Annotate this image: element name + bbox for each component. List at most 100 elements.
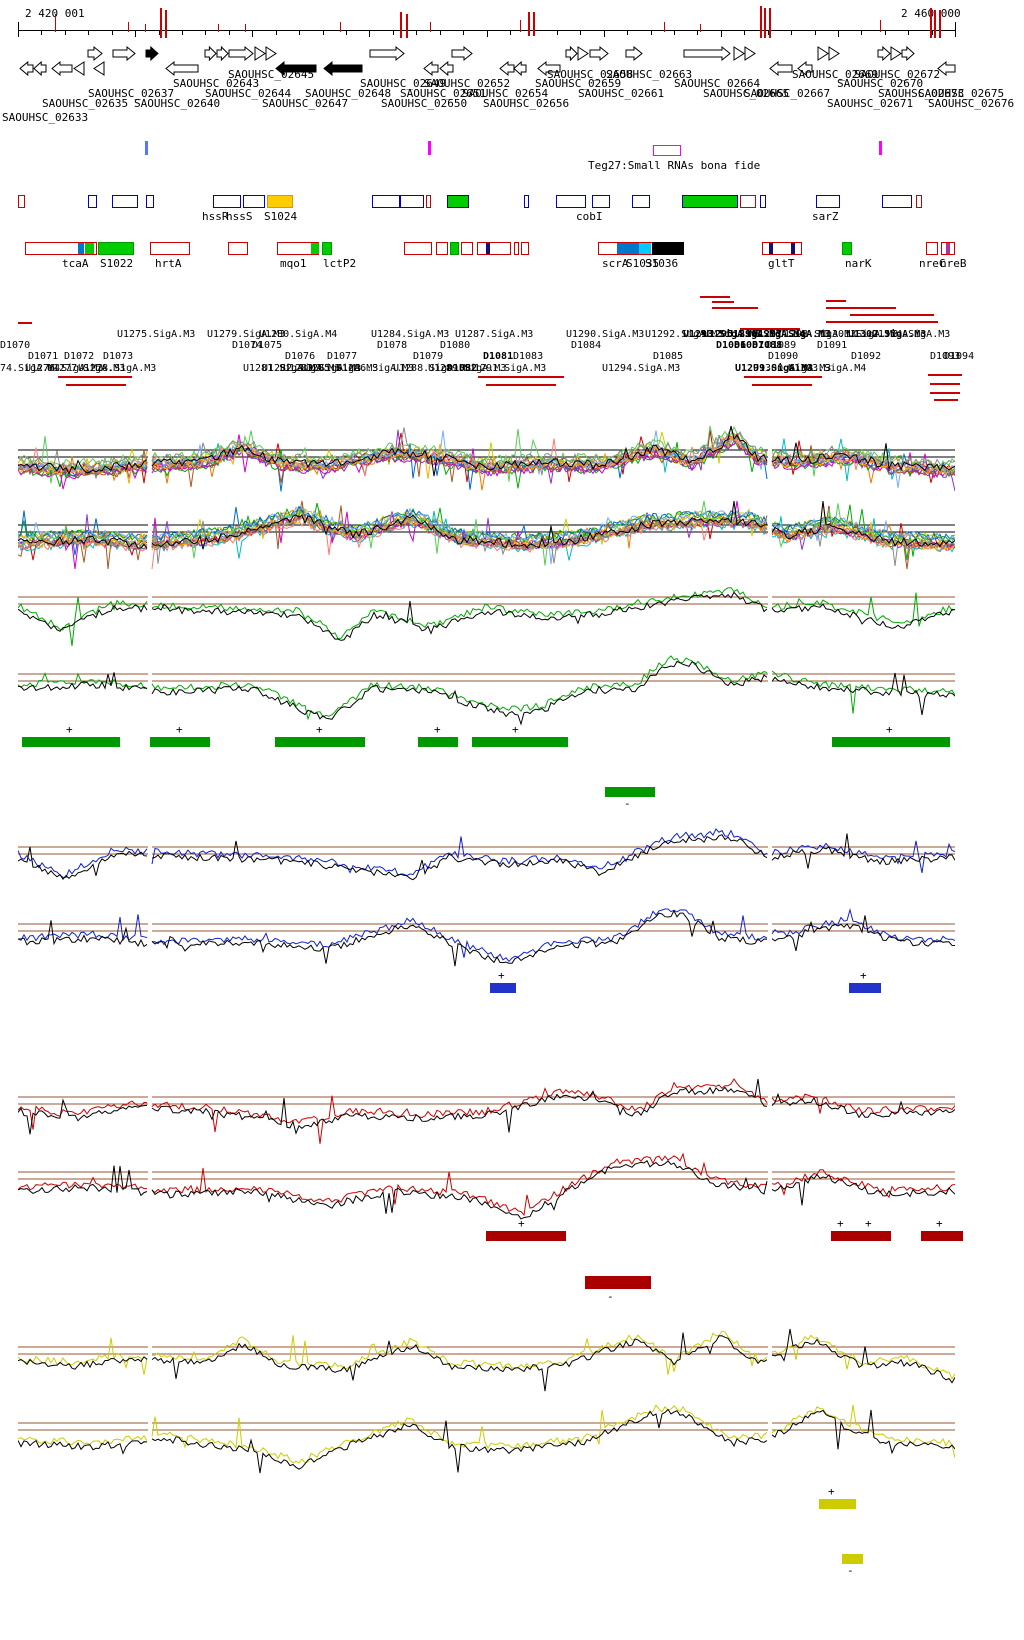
feature-box[interactable] (916, 195, 922, 208)
strand-bar[interactable] (150, 737, 210, 747)
gene-arrow[interactable] (73, 61, 85, 76)
transcript-segment[interactable] (850, 314, 896, 316)
gene-arrow[interactable] (733, 46, 745, 61)
transcript-segment[interactable] (894, 314, 934, 316)
strand-bar[interactable] (585, 1276, 651, 1289)
gene-arrow[interactable] (890, 46, 902, 61)
feature-box[interactable] (213, 195, 241, 208)
transcript-segment[interactable] (928, 374, 962, 376)
feature-box[interactable] (243, 195, 265, 208)
transcript-segment[interactable] (930, 383, 960, 385)
gene-arrow[interactable] (937, 60, 956, 77)
transcript-segment[interactable] (66, 384, 126, 386)
srna-box[interactable] (653, 145, 681, 156)
gene-arrow[interactable] (451, 45, 473, 62)
gene-arrow[interactable] (589, 45, 609, 62)
feature-box[interactable] (882, 195, 912, 208)
strand-bar[interactable] (472, 737, 568, 747)
gene-arrow[interactable] (769, 60, 793, 77)
transcript-segment[interactable] (478, 376, 564, 378)
feature-box[interactable] (447, 195, 469, 208)
gene-arrow[interactable] (683, 45, 731, 62)
feature-box[interactable] (146, 195, 154, 208)
feature-box[interactable] (760, 195, 766, 208)
gene-arrow[interactable] (369, 45, 405, 62)
feature-box[interactable] (150, 242, 190, 255)
feature-box[interactable] (592, 195, 610, 208)
feature-box[interactable] (25, 242, 97, 255)
transcript-segment[interactable] (752, 384, 812, 386)
feature-box[interactable] (682, 195, 738, 208)
gene-arrow[interactable] (19, 60, 34, 77)
gene-arrow[interactable] (499, 60, 515, 77)
feature-box[interactable] (436, 242, 448, 255)
feature-box[interactable] (926, 242, 938, 255)
transcript-segment[interactable] (744, 376, 822, 378)
strand-bar[interactable] (22, 737, 120, 747)
strand-bar[interactable] (605, 787, 655, 797)
feature-box[interactable] (400, 195, 424, 208)
feature-box[interactable] (322, 242, 332, 255)
gene-arrow[interactable] (254, 46, 266, 61)
feature-box[interactable] (404, 242, 432, 255)
feature-box[interactable] (18, 195, 25, 208)
feature-box[interactable] (426, 195, 431, 208)
feature-box[interactable] (228, 242, 248, 255)
feature-box[interactable] (277, 242, 319, 255)
transcript-segment[interactable] (930, 392, 960, 394)
gene-arrow[interactable] (204, 45, 217, 62)
gene-arrow[interactable] (817, 46, 829, 61)
feature-box[interactable] (816, 195, 840, 208)
gene-arrow[interactable] (165, 60, 199, 77)
srna-mark[interactable] (428, 141, 431, 155)
gene-arrow[interactable] (265, 46, 277, 61)
feature-box[interactable] (556, 195, 586, 208)
feature-box[interactable] (514, 242, 519, 255)
gene-arrow[interactable] (145, 45, 159, 62)
feature-box[interactable] (112, 195, 138, 208)
gene-arrow[interactable] (744, 46, 756, 61)
strand-bar[interactable] (832, 737, 950, 747)
feature-box[interactable] (477, 242, 511, 255)
strand-bar[interactable] (842, 1554, 863, 1564)
srna-mark[interactable] (879, 141, 882, 155)
strand-bar[interactable] (275, 737, 365, 747)
gene-arrow[interactable] (51, 60, 73, 77)
gene-arrow[interactable] (828, 46, 840, 61)
feature-box[interactable] (762, 242, 802, 255)
gene-arrow[interactable] (323, 60, 363, 77)
gene-arrow[interactable] (625, 45, 643, 62)
feature-box[interactable] (450, 242, 459, 255)
transcript-segment[interactable] (700, 296, 730, 298)
gene-arrow[interactable] (513, 60, 527, 77)
feature-box[interactable] (98, 242, 134, 255)
transcript-segment[interactable] (826, 307, 896, 309)
gene-arrow[interactable] (93, 61, 105, 76)
strand-bar[interactable] (819, 1499, 856, 1509)
gene-arrow[interactable] (537, 60, 561, 77)
feature-box[interactable] (521, 242, 529, 255)
gene-arrow[interactable] (228, 45, 254, 62)
feature-box[interactable] (598, 242, 654, 255)
strand-bar[interactable] (831, 1231, 891, 1241)
transcript-segment[interactable] (58, 376, 132, 378)
feature-box[interactable] (524, 195, 529, 208)
feature-box[interactable] (632, 195, 650, 208)
strand-bar[interactable] (921, 1231, 963, 1241)
feature-box[interactable] (88, 195, 97, 208)
strand-bar[interactable] (849, 983, 881, 993)
gene-arrow[interactable] (87, 45, 103, 62)
transcript-segment[interactable] (712, 301, 734, 303)
transcript-segment[interactable] (712, 307, 758, 309)
gene-arrow[interactable] (33, 60, 47, 77)
transcript-segment[interactable] (18, 322, 32, 324)
gene-arrow[interactable] (877, 45, 891, 62)
transcript-segment[interactable] (486, 384, 556, 386)
feature-box[interactable] (740, 195, 756, 208)
strand-bar[interactable] (486, 1231, 566, 1241)
feature-box[interactable] (941, 242, 955, 255)
gene-arrow[interactable] (565, 45, 578, 62)
gene-arrow[interactable] (216, 45, 229, 62)
strand-bar[interactable] (418, 737, 458, 747)
gene-arrow[interactable] (275, 60, 317, 77)
